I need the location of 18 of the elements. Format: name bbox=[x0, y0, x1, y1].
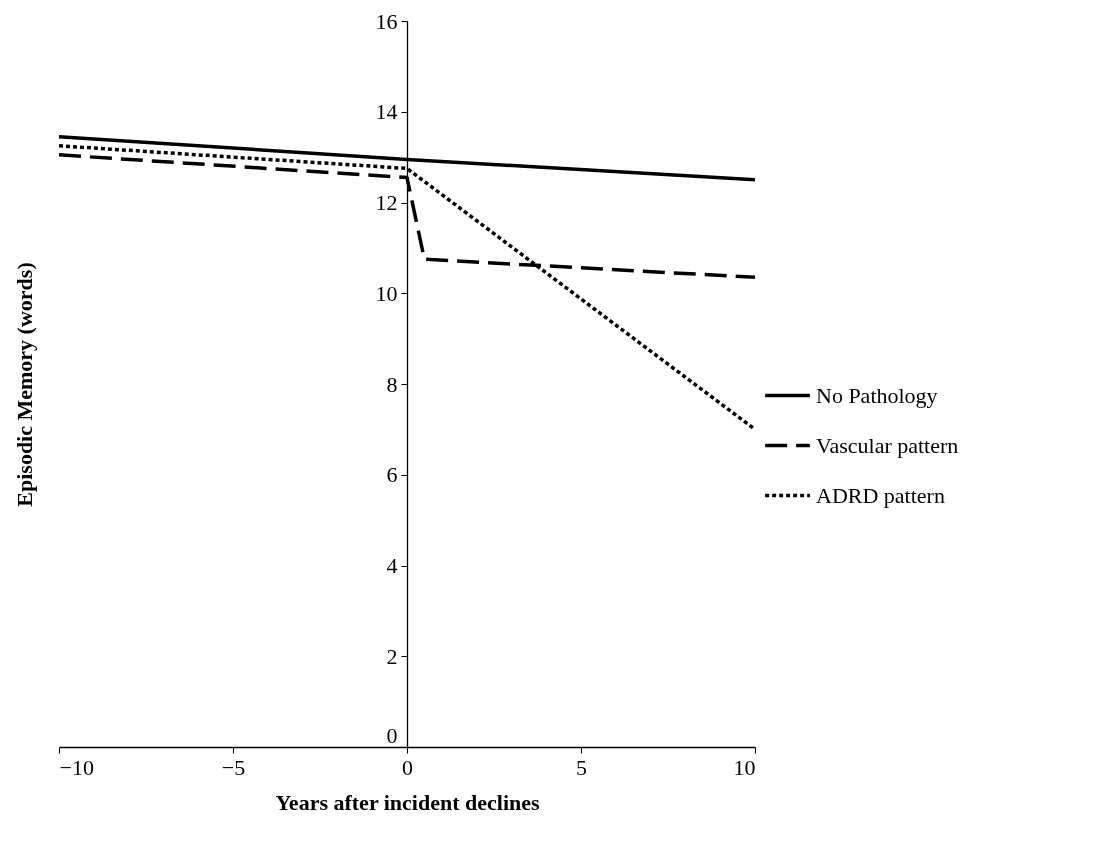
x-tick-label: −5 bbox=[221, 754, 246, 780]
legend-label: Vascular pattern bbox=[816, 432, 959, 458]
x-tick-label: 5 bbox=[576, 754, 587, 780]
y-tick-label: 4 bbox=[386, 553, 398, 578]
y-axis-title: Episodic Memory (words) bbox=[11, 262, 37, 507]
legend-label: No Pathology bbox=[816, 382, 938, 408]
legend-label: ADRD pattern bbox=[816, 482, 945, 508]
y-tick-label: 8 bbox=[386, 371, 398, 397]
y-tick-label: 0 bbox=[386, 722, 398, 748]
y-tick-label: 14 bbox=[375, 99, 398, 125]
y-tick-label: 12 bbox=[375, 190, 398, 215]
x-axis-title: Years after incident declines bbox=[275, 789, 541, 815]
y-tick-label: 2 bbox=[386, 643, 398, 669]
y-tick-label: 6 bbox=[386, 462, 398, 488]
x-tick-label: 10 bbox=[733, 754, 756, 780]
y-tick-label: 10 bbox=[375, 280, 398, 306]
y-tick-label: 16 bbox=[375, 8, 398, 34]
x-tick-label: −10 bbox=[59, 754, 94, 780]
